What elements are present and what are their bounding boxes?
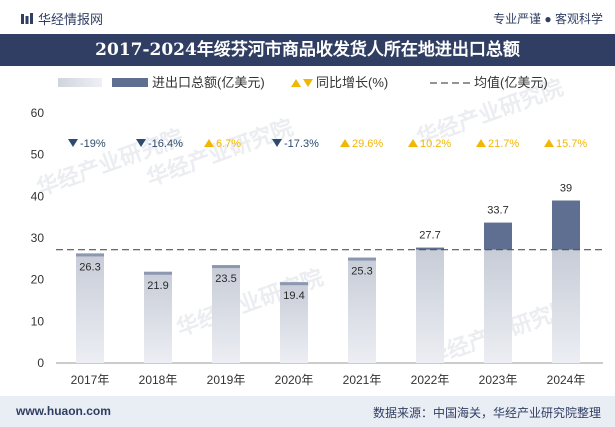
bar-value-label: 27.7 — [419, 230, 440, 242]
bars — [76, 200, 580, 363]
growth-label: -19% — [80, 138, 106, 150]
y-axis: 0 10 20 30 40 50 60 — [31, 106, 45, 370]
bar-value-label: 25.3 — [351, 266, 372, 278]
growth-label: 6.7% — [216, 138, 241, 150]
bar — [212, 265, 240, 363]
bar-labels: 26.3 21.9 23.5 19.4 25.3 27.7 33.7 39 — [79, 183, 572, 303]
growth-label: -17.3% — [284, 138, 319, 150]
bar — [144, 271, 172, 363]
x-tick-label: 2019年 — [207, 373, 246, 387]
footer-url: www.huaon.com — [16, 404, 111, 418]
bar-value-label: 26.3 — [79, 261, 100, 273]
growth-down-triangle — [272, 139, 282, 147]
bar-cap — [348, 257, 376, 261]
bar-above-mean — [416, 247, 444, 250]
brand-name: 华经情报网 — [38, 12, 104, 27]
x-tick-label: 2017年 — [71, 373, 110, 387]
top-bar: 华经情报网 专业严谨 ● 客观科学 — [0, 0, 615, 34]
growth-down-triangle — [136, 139, 146, 147]
title-band: 2017-2024年绥芬河市商品收发货人所在地进出口总额 — [0, 34, 615, 66]
x-tick-label: 2020年 — [275, 373, 314, 387]
bar — [280, 282, 308, 363]
bar-value-label: 39 — [560, 183, 572, 195]
x-tick-label: 2021年 — [343, 373, 382, 387]
growth-up-triangle — [408, 139, 418, 147]
bar — [76, 253, 104, 363]
bar-value-label: 23.5 — [215, 273, 236, 285]
x-tick-label: 2024年 — [547, 373, 586, 387]
footer-source: 数据来源：中国海关，华经产业研究院整理 — [372, 406, 601, 420]
legend-growth-label: 同比增长(%) — [316, 75, 388, 90]
brand-logo-icon — [21, 13, 33, 24]
legend-swatch-light — [58, 78, 102, 87]
y-tick-label: 20 — [31, 273, 45, 287]
bar-cap — [212, 265, 240, 269]
bar-cap — [280, 282, 308, 286]
bar-value-label: 21.9 — [147, 280, 168, 292]
y-tick-label: 30 — [31, 231, 45, 245]
growth-label: 15.7% — [556, 138, 587, 150]
legend-bar-label: 进出口总额(亿美元) — [152, 75, 265, 90]
growth-label: 21.7% — [488, 138, 519, 150]
x-tick-label: 2023年 — [479, 373, 518, 387]
bar-cap — [76, 253, 104, 257]
y-tick-label: 10 — [31, 314, 45, 328]
y-tick-label: 40 — [31, 189, 45, 203]
bar — [552, 249, 580, 363]
growth-label: 29.6% — [352, 138, 383, 150]
x-tick-label: 2022年 — [411, 373, 450, 387]
legend-mean-label: 均值(亿美元) — [474, 75, 548, 90]
x-axis: 2017年 2018年 2019年 2020年 2021年 2022年 2023年 2024年 — [71, 373, 586, 387]
bar — [348, 257, 376, 363]
bar-above-mean — [484, 222, 512, 250]
growth-up-triangle — [544, 139, 554, 147]
bar-above-mean — [552, 200, 580, 250]
growth-up-triangle — [204, 139, 214, 147]
bar-value-label: 19.4 — [283, 290, 304, 302]
brand: 华经情报网 — [20, 9, 103, 28]
tagline: 专业严谨 ● 客观科学 — [493, 12, 603, 26]
chart-title: 2017-2024年绥芬河市商品收发货人所在地进出口总额 — [95, 40, 520, 60]
growth-up-triangle — [476, 139, 486, 147]
legend: 进出口总额(亿美元) 同比增长(%) 均值(亿美元) — [58, 75, 548, 90]
bar-value-label: 33.7 — [487, 205, 508, 217]
footer: www.huaon.com 数据来源：中国海关，华经产业研究院整理 — [0, 396, 615, 427]
legend-down-triangle-icon — [303, 79, 313, 87]
legend-swatch-bar — [112, 78, 148, 87]
y-tick-label: 0 — [37, 356, 44, 370]
y-tick-label: 50 — [31, 148, 45, 162]
y-tick-label: 60 — [31, 106, 45, 120]
chart: 华经产业研究院华经产业研究院华经产业研究院华经产业研究院华经产业研究院 进出口总… — [31, 75, 603, 387]
legend-up-triangle-icon — [291, 79, 301, 87]
x-tick-label: 2018年 — [139, 373, 178, 387]
growth-up-triangle — [340, 139, 350, 147]
growth-labels: -19% -16.4% 6.7% -17.3% 29.6% 10.2% 21.7% 15.7% — [68, 138, 587, 150]
growth-label: -16.4% — [148, 138, 183, 150]
growth-down-triangle — [68, 139, 78, 147]
growth-label: 10.2% — [420, 138, 451, 150]
bar — [484, 249, 512, 363]
bar — [416, 249, 444, 363]
bar-cap — [144, 271, 172, 275]
